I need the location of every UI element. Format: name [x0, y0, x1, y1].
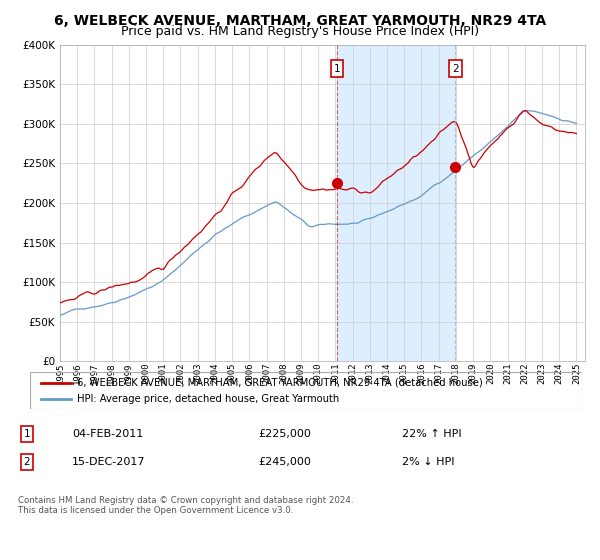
- Text: 1: 1: [23, 429, 31, 439]
- Text: £225,000: £225,000: [258, 429, 311, 439]
- Text: £245,000: £245,000: [258, 457, 311, 467]
- Text: 6, WELBECK AVENUE, MARTHAM, GREAT YARMOUTH, NR29 4TA: 6, WELBECK AVENUE, MARTHAM, GREAT YARMOU…: [54, 14, 546, 28]
- Text: Price paid vs. HM Land Registry's House Price Index (HPI): Price paid vs. HM Land Registry's House …: [121, 25, 479, 38]
- Text: 1: 1: [334, 63, 340, 73]
- Text: 6, WELBECK AVENUE, MARTHAM, GREAT YARMOUTH, NR29 4TA (detached house): 6, WELBECK AVENUE, MARTHAM, GREAT YARMOU…: [77, 377, 482, 388]
- Text: 22% ↑ HPI: 22% ↑ HPI: [402, 429, 461, 439]
- Bar: [337, 45, 455, 361]
- Text: 15-DEC-2017: 15-DEC-2017: [72, 457, 146, 467]
- Text: 2% ↓ HPI: 2% ↓ HPI: [402, 457, 455, 467]
- Text: HPI: Average price, detached house, Great Yarmouth: HPI: Average price, detached house, Grea…: [77, 394, 339, 404]
- Text: Contains HM Land Registry data © Crown copyright and database right 2024.
This d: Contains HM Land Registry data © Crown c…: [18, 496, 353, 515]
- Text: 2: 2: [452, 63, 458, 73]
- Text: 04-FEB-2011: 04-FEB-2011: [72, 429, 143, 439]
- Text: 2: 2: [23, 457, 31, 467]
